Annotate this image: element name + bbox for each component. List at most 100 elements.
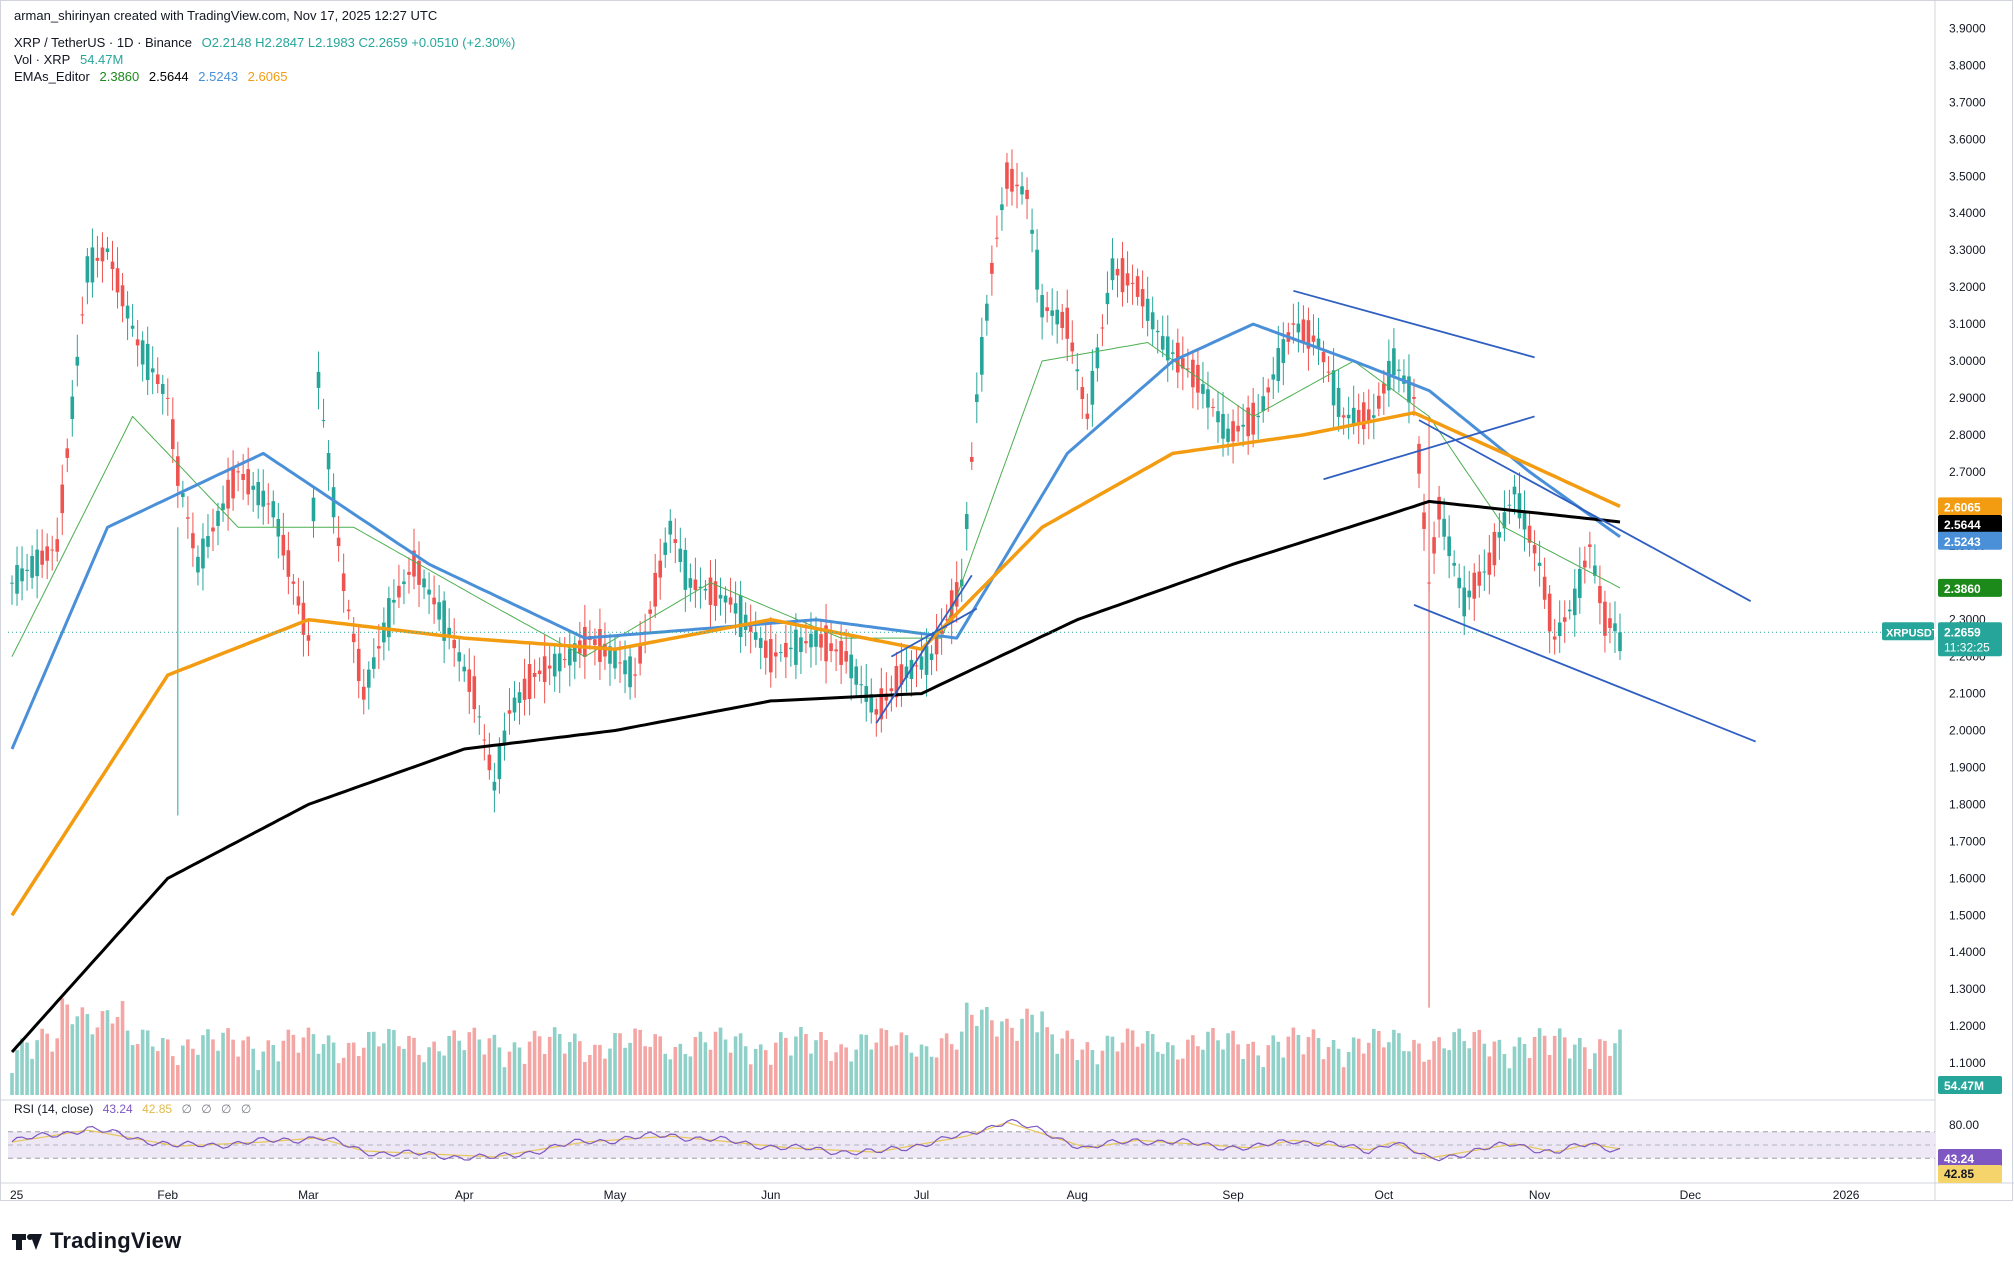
- candle-body: [688, 578, 693, 588]
- candle-body: [784, 642, 788, 658]
- candle-body: [507, 710, 512, 714]
- candle-body: [286, 550, 291, 577]
- volume-bar: [1135, 1046, 1140, 1095]
- candle-body: [1085, 413, 1090, 419]
- volume-bar: [45, 1033, 49, 1095]
- volume-bar: [562, 1053, 567, 1095]
- candle-body: [1552, 636, 1557, 640]
- rsi-current-tag: 43.24: [1944, 1152, 1974, 1166]
- volume-bar: [799, 1027, 803, 1095]
- y-tick-label-25: 1.2000: [1949, 1019, 1986, 1033]
- candle-body: [186, 517, 190, 519]
- volume-bar: [1608, 1055, 1612, 1095]
- volume-bar: [1145, 1031, 1150, 1095]
- volume-bar: [1030, 1014, 1034, 1095]
- candle-body: [60, 484, 65, 514]
- candle-body: [1196, 364, 1200, 393]
- candle-body: [90, 247, 95, 283]
- volume-bar: [311, 1034, 316, 1095]
- volume-bar: [824, 1039, 828, 1095]
- volume-bar: [638, 1029, 642, 1095]
- candle-body: [1251, 402, 1255, 435]
- volume-bar: [1025, 1008, 1029, 1095]
- candle-body: [1507, 504, 1512, 506]
- rsi-label[interactable]: RSI (14, close): [14, 1102, 94, 1116]
- volume-bar: [1412, 1039, 1416, 1095]
- tradingview-logo[interactable]: TradingView: [12, 1228, 181, 1254]
- volume-bar: [1542, 1035, 1547, 1095]
- candle-body: [1537, 562, 1542, 566]
- volume-bar: [512, 1042, 517, 1095]
- candle-body: [1407, 376, 1411, 403]
- volume-bar: [1070, 1038, 1075, 1095]
- volume-bar: [206, 1029, 210, 1095]
- volume-bar: [1015, 1040, 1019, 1095]
- volume-bar: [1186, 1039, 1190, 1095]
- volume-bar: [447, 1036, 451, 1095]
- volume-bar: [1095, 1064, 1100, 1095]
- volume-bar: [753, 1048, 758, 1095]
- candle-body: [377, 646, 381, 649]
- candle-body: [1462, 587, 1467, 617]
- volume-bar: [859, 1034, 864, 1095]
- last-price-value: 2.2659: [1944, 625, 1981, 639]
- volume-bar: [1045, 1027, 1049, 1095]
- volume-bar: [1055, 1053, 1059, 1095]
- volume-bar: [1532, 1036, 1537, 1095]
- candle-body: [457, 652, 462, 662]
- candle-body: [859, 684, 864, 686]
- candle-body: [748, 625, 753, 632]
- volume-bar: [502, 1067, 507, 1095]
- candle-body: [1276, 348, 1281, 382]
- candle-body: [934, 633, 939, 655]
- volume-bar: [980, 1009, 984, 1095]
- x-tick-label-3: Apr: [455, 1188, 474, 1202]
- volume-bar: [1527, 1057, 1532, 1095]
- volume-bar: [1437, 1037, 1441, 1095]
- volume-bar: [779, 1032, 783, 1095]
- volume-bar: [1281, 1057, 1286, 1095]
- volume-bar: [201, 1035, 205, 1095]
- volume-bar: [1578, 1037, 1582, 1095]
- candle-body: [497, 745, 502, 780]
- ema-label[interactable]: EMAs_Editor: [14, 69, 90, 84]
- ema-price-tag-3: 2.3860: [1944, 582, 1981, 596]
- volume-bar: [1090, 1049, 1095, 1095]
- volume-bar: [985, 1006, 989, 1095]
- candle-body: [1120, 258, 1125, 293]
- candle-body: [402, 581, 406, 585]
- candle-body: [407, 571, 411, 575]
- volume-bar: [356, 1056, 361, 1095]
- volume-label[interactable]: Vol · XRP: [14, 52, 71, 67]
- volume-bar: [723, 1039, 728, 1095]
- candle-body: [980, 336, 984, 375]
- candle-body: [492, 781, 497, 791]
- y-tick-label-7: 3.2000: [1949, 280, 1986, 294]
- candle-body: [1316, 338, 1321, 348]
- candle-body: [628, 656, 632, 688]
- candle-body: [321, 420, 326, 422]
- candle-body: [171, 419, 175, 450]
- volume-bar: [738, 1033, 743, 1095]
- candle-body: [834, 649, 838, 652]
- symbol-title[interactable]: XRP / TetherUS · 1D · Binance: [14, 35, 192, 50]
- volume-bar: [834, 1052, 838, 1095]
- volume-bar: [1377, 1030, 1381, 1095]
- candle-body: [165, 397, 170, 399]
- candle-body: [1517, 493, 1522, 519]
- candle-body: [929, 653, 934, 660]
- x-tick-label-9: Oct: [1374, 1188, 1393, 1202]
- candle-body: [1271, 374, 1276, 380]
- volume-bar: [1130, 1030, 1135, 1095]
- volume-bar: [789, 1055, 793, 1095]
- ema50-line: [10, 322, 1621, 750]
- ema100-value: 2.6065: [247, 69, 288, 84]
- volume-bar: [176, 1065, 180, 1095]
- volume-bar: [120, 1001, 125, 1095]
- candle-body: [1150, 312, 1155, 330]
- volume-bar: [668, 1059, 673, 1095]
- volume-bar: [919, 1044, 924, 1095]
- volume-bar: [598, 1044, 602, 1095]
- candle-body: [452, 639, 456, 649]
